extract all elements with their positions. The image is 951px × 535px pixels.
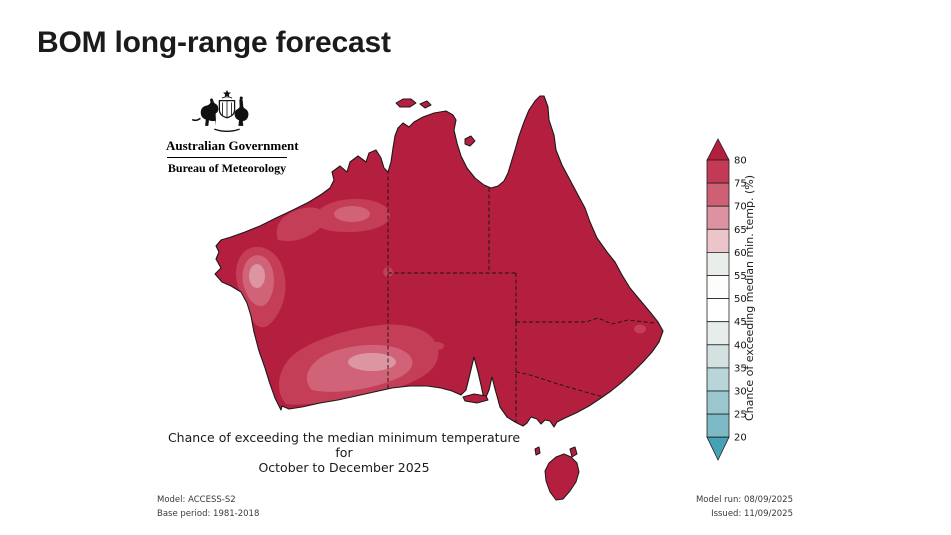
map-caption-line2: October to December 2025	[258, 460, 430, 475]
colorbar-segments	[706, 159, 730, 438]
colorbar-tick-label: 55	[734, 271, 747, 282]
colorbar-tick-label: 45	[734, 317, 747, 328]
footnote-model-run: Model run: 08/09/2025	[695, 495, 793, 505]
colorbar-tick-label: 70	[734, 202, 747, 213]
colorbar-tick-labels: 80 75 70 65 60 55 50 45 40 35 30 25 20	[734, 156, 747, 444]
colorbar-tick-label: 25	[734, 410, 747, 421]
coat-of-arms-icon	[191, 89, 249, 132]
legend-colorbar: 80 75 70 65 60 55 50 45 40 35 30 25 20 Chance of exc…	[706, 138, 756, 461]
colorbar-segment	[706, 159, 730, 184]
border-nsw-vic-murray	[515, 371, 611, 399]
colorbar-tick-label: 60	[734, 248, 747, 259]
commonwealth-star-icon	[223, 89, 231, 98]
kangaroo-icon	[200, 98, 219, 126]
colorbar-tick-label: 30	[734, 387, 747, 398]
colorbar-tick-label: 80	[734, 156, 747, 167]
border-qld-nsw	[516, 317, 655, 325]
colorbar-arrow-top	[706, 138, 730, 161]
colorbar-segment	[706, 413, 730, 438]
band-75-80-pilbara-spot	[276, 207, 327, 241]
crest-base-ornament	[214, 128, 240, 132]
colorbar-tick-label: 65	[734, 225, 747, 236]
islands	[395, 98, 580, 501]
tasmania	[544, 453, 580, 501]
kangaroo-island	[462, 393, 489, 404]
band-75-80-nsw-coast-spot	[634, 324, 646, 334]
map-caption: Chance of exceeding the median minimum t…	[158, 430, 530, 475]
footnote-right: Model run: 08/09/2025 Issued: 11/09/2025	[696, 494, 793, 521]
band-75-80-small-spot	[383, 267, 393, 277]
footnote-issued: Issued: 11/09/2025	[711, 508, 793, 519]
footnote-left: Model: ACCESS-S2 Base period: 1981-2018	[157, 494, 259, 521]
bom-logo: Australian Government Bureau of Meteorol…	[166, 88, 299, 176]
band-65-70-southern-wa	[348, 353, 396, 371]
band-70-75-northern-wa	[334, 206, 370, 222]
shield-hatching	[222, 101, 232, 118]
colorbar-segment	[706, 228, 730, 253]
map-caption-line1: Chance of exceeding the median minimum t…	[167, 430, 521, 460]
colorbar-segment	[706, 367, 730, 392]
colorbar-tick-label: 75	[734, 179, 747, 190]
colorbar-tick-label: 20	[734, 433, 747, 444]
logo-divider	[167, 157, 287, 159]
band-75-80-sa-spot	[430, 342, 444, 350]
flinders-island	[569, 446, 578, 458]
croker-island	[419, 100, 432, 109]
shield-icon	[218, 99, 236, 119]
colorbar-tick-label: 40	[734, 340, 747, 351]
band-65-70-west-coast	[249, 264, 265, 288]
colorbar-axis-label: Chance of exceeding median min. temp. (%…	[743, 175, 756, 421]
colorbar-segment	[706, 390, 730, 415]
colorbar-segment	[706, 344, 730, 369]
tiwi-islands	[395, 98, 417, 108]
page-title: BOM long-range forecast	[37, 26, 391, 59]
mainland-coastline	[214, 95, 664, 428]
colorbar-segment	[706, 275, 730, 300]
colorbar-segment	[706, 298, 730, 323]
footnote-model: Model: ACCESS-S2	[157, 495, 236, 505]
logo-agency-text: Bureau of Meteorology	[167, 161, 287, 176]
colorbar-arrow-bottom	[706, 436, 730, 461]
kangaroo-tail	[191, 117, 201, 122]
emu-icon	[234, 98, 249, 126]
footnote-base-period: Base period: 1981-2018	[157, 508, 260, 519]
colorbar-segment	[706, 321, 730, 346]
state-borders	[387, 170, 655, 427]
groote-eylandt	[464, 135, 476, 147]
colorbar-segment	[706, 251, 730, 276]
crest-wreath	[221, 96, 233, 99]
colorbar-tick-label: 35	[734, 363, 747, 374]
logo-government-text: Australian Government	[166, 138, 299, 153]
emu-head	[239, 96, 243, 100]
king-island	[534, 446, 541, 456]
colorbar-segment	[706, 182, 730, 207]
colorbar-segment	[706, 205, 730, 230]
colorbar-tick-label: 50	[734, 294, 747, 305]
